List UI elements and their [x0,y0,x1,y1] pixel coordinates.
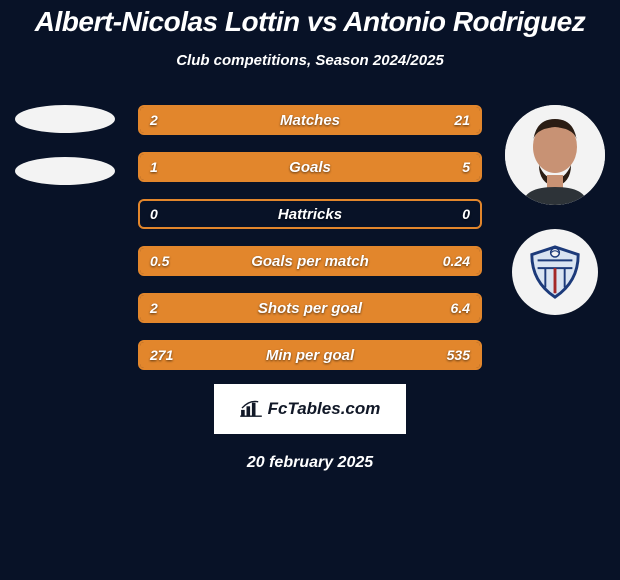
left-player-column [10,105,120,185]
stat-row: 221Matches [138,105,482,135]
stat-row: 26.4Shots per goal [138,293,482,323]
player-club-placeholder [15,157,115,185]
page-subtitle: Club competitions, Season 2024/2025 [0,52,620,69]
player-face-icon [505,105,605,205]
stats-list: 221Matches 15Goals 00Hattricks 0.50.24Goals… [138,105,482,370]
stat-row: 00Hattricks [138,199,482,229]
stat-row: 0.50.24Goals per match [138,246,482,276]
page-title: Albert-Nicolas Lottin vs Antonio Rodrigu… [0,0,620,38]
logo-text: FcTables.com [268,399,381,419]
club-badge [512,229,598,315]
comparison-date: 20 february 2025 [0,454,620,472]
stat-label: Goals [140,154,480,180]
stat-label: Min per goal [140,342,480,368]
fctables-logo: FcTables.com [214,384,406,434]
stat-row: 15Goals [138,152,482,182]
player-avatar [505,105,605,205]
player-avatar-placeholder [15,105,115,133]
shield-icon [526,243,584,301]
stat-label: Matches [140,107,480,133]
comparison-content: 221Matches 15Goals 00Hattricks 0.50.24Goals… [0,105,620,370]
stat-label: Goals per match [140,248,480,274]
stat-label: Hattricks [140,201,480,227]
bar-chart-icon [240,400,262,418]
stat-row: 271535Min per goal [138,340,482,370]
right-player-column [500,105,610,315]
stat-label: Shots per goal [140,295,480,321]
